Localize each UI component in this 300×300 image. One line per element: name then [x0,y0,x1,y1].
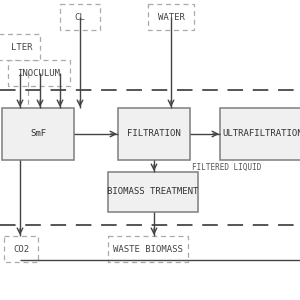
Bar [148,4,194,30]
Bar [220,108,300,160]
Text: WASTE BIOMASS: WASTE BIOMASS [113,244,183,253]
Text: FILTERED LIQUID: FILTERED LIQUID [192,163,261,172]
Bar [0,34,40,60]
Bar [2,108,74,160]
Bar [4,236,38,262]
Text: BIOMASS TREATMENT: BIOMASS TREATMENT [107,188,199,196]
Text: INOCULUM: INOCULUM [17,68,61,77]
Text: SmF: SmF [30,130,46,139]
Bar [8,60,70,86]
Text: CO2: CO2 [13,244,29,253]
Bar [108,172,198,212]
Text: CL: CL [75,13,86,22]
Text: WATER: WATER [158,13,184,22]
Text: LTER: LTER [11,43,33,52]
Bar [60,4,100,30]
Text: FILTRATION: FILTRATION [127,130,181,139]
Bar [108,236,188,262]
Text: ULTRAFILTRATION: ULTRAFILTRATION [222,130,300,139]
Bar [118,108,190,160]
